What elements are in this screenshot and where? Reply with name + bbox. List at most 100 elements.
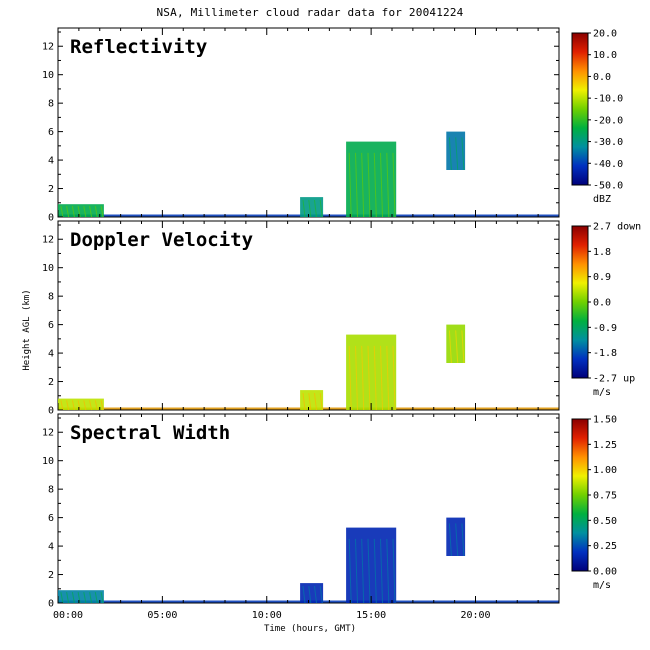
y-tick-label: 8 [48, 292, 54, 303]
cloud-texture [100, 400, 104, 411]
cloud-texture [89, 206, 93, 218]
cloud-texture [367, 152, 371, 218]
cloud-texture [94, 400, 98, 411]
cloud-texture [386, 345, 390, 411]
colorbar-tick-label: 2.7 down [593, 222, 641, 233]
cloud-texture [302, 586, 306, 604]
cloud-texture [355, 152, 358, 218]
cloud-texture [461, 523, 465, 557]
cloud-texture [380, 345, 383, 411]
cloud-texture [100, 206, 104, 218]
cloud-region [58, 590, 104, 603]
panel-label: Doppler Velocity [70, 229, 253, 251]
x-tick-label: 15:00 [356, 610, 386, 621]
cloud-texture [348, 345, 352, 411]
cloud-texture [66, 400, 70, 411]
cloud-texture [60, 206, 64, 218]
cloud-texture [348, 152, 352, 218]
cloud-texture [386, 538, 390, 604]
cloud-texture [77, 592, 81, 604]
cloud-texture [77, 400, 81, 411]
cloud-texture [308, 200, 312, 218]
cloud-texture [461, 137, 465, 171]
y-tick-label: 6 [48, 513, 54, 524]
panel-label: Reflectivity [70, 36, 207, 58]
cloud-texture [361, 152, 365, 218]
cloud-texture [94, 592, 98, 604]
x-tick-label: 00:00 [53, 610, 83, 621]
cloud-texture [392, 345, 396, 411]
colorbar-tick-label: 10.0 [593, 50, 617, 61]
colorbar-tick-label: 1.00 [593, 465, 617, 476]
y-tick-label: 6 [48, 127, 54, 138]
y-tick-label: 4 [48, 349, 54, 360]
colorbar [571, 32, 589, 186]
cloud-texture [71, 400, 75, 411]
colorbar-tick-label: 0.0 [593, 298, 611, 309]
cloud-region [300, 390, 324, 410]
cloud-texture [60, 400, 64, 411]
cloud-region [58, 204, 104, 217]
cloud-texture [348, 538, 352, 604]
cloud-texture [83, 592, 87, 604]
cloud-texture [373, 152, 377, 218]
cloud-texture [319, 586, 323, 604]
cloud-texture [89, 400, 93, 411]
colorbar-tick-label: -1.8 [593, 348, 617, 359]
y-tick-label: 2 [48, 377, 54, 388]
cloud-texture [361, 345, 365, 411]
colorbar-tick-label: 1.25 [593, 440, 617, 451]
colorbar-unit: dBZ [593, 194, 611, 205]
y-tick-label: 6 [48, 320, 54, 331]
cloud-texture [319, 200, 323, 218]
cloud-texture [94, 206, 98, 218]
cloud-region [58, 398, 104, 410]
cloud-texture [314, 586, 317, 604]
colorbar-tick-label: -30.0 [593, 137, 623, 148]
cloud-texture [77, 206, 81, 218]
y-tick-label: 10 [42, 263, 54, 274]
colorbar-tick-label: 0.0 [593, 72, 611, 83]
colorbar-tick-label: 0.75 [593, 491, 617, 502]
cloud-texture [355, 538, 358, 604]
cloud-texture [308, 393, 312, 411]
panel-spectral-width: Spectral Width 0 2 4 6 8 10 12 1.50 1.25 1.00 0.75 0… [42, 413, 617, 610]
cloud-region [300, 197, 324, 217]
cloud-texture [89, 592, 93, 604]
cloud-texture [380, 152, 383, 218]
cloud-texture [314, 393, 317, 411]
x-axis-label: Time (hours, GMT) [263, 624, 357, 634]
cloud-texture [373, 345, 377, 411]
plot-frame [57, 413, 560, 604]
cloud-texture [71, 592, 75, 604]
cloud-texture [71, 206, 75, 218]
colorbar-tick-label: -2.7 up [593, 374, 635, 385]
y-tick-label: 0 [48, 406, 54, 417]
x-tick-label: 10:00 [252, 610, 282, 621]
x-tick-label: 20:00 [460, 610, 490, 621]
cloud-texture [392, 152, 396, 218]
y-tick-label: 0 [48, 213, 54, 224]
colorbar-tick-label: 20.0 [593, 29, 617, 40]
cloud-texture [100, 592, 104, 604]
y-tick-label: 2 [48, 570, 54, 581]
cloud-texture [60, 592, 64, 604]
cloud-texture [448, 330, 452, 364]
cloud-texture [367, 345, 371, 411]
cloud-texture [83, 206, 87, 218]
y-tick-label: 8 [48, 99, 54, 110]
colorbar [571, 225, 589, 379]
cloud-texture [66, 592, 70, 604]
cloud-texture [308, 586, 312, 604]
y-tick-label: 10 [42, 456, 54, 467]
y-tick-label: 12 [42, 42, 54, 53]
colorbar-tick-label: -40.0 [593, 159, 623, 170]
cloud-region [300, 583, 324, 603]
cloud-texture [355, 345, 358, 411]
cloud-texture [455, 330, 459, 364]
cloud-texture [319, 393, 323, 411]
colorbar-tick-label: 0.00 [593, 567, 617, 578]
y-tick-label: 8 [48, 485, 54, 496]
colorbar [571, 418, 589, 572]
